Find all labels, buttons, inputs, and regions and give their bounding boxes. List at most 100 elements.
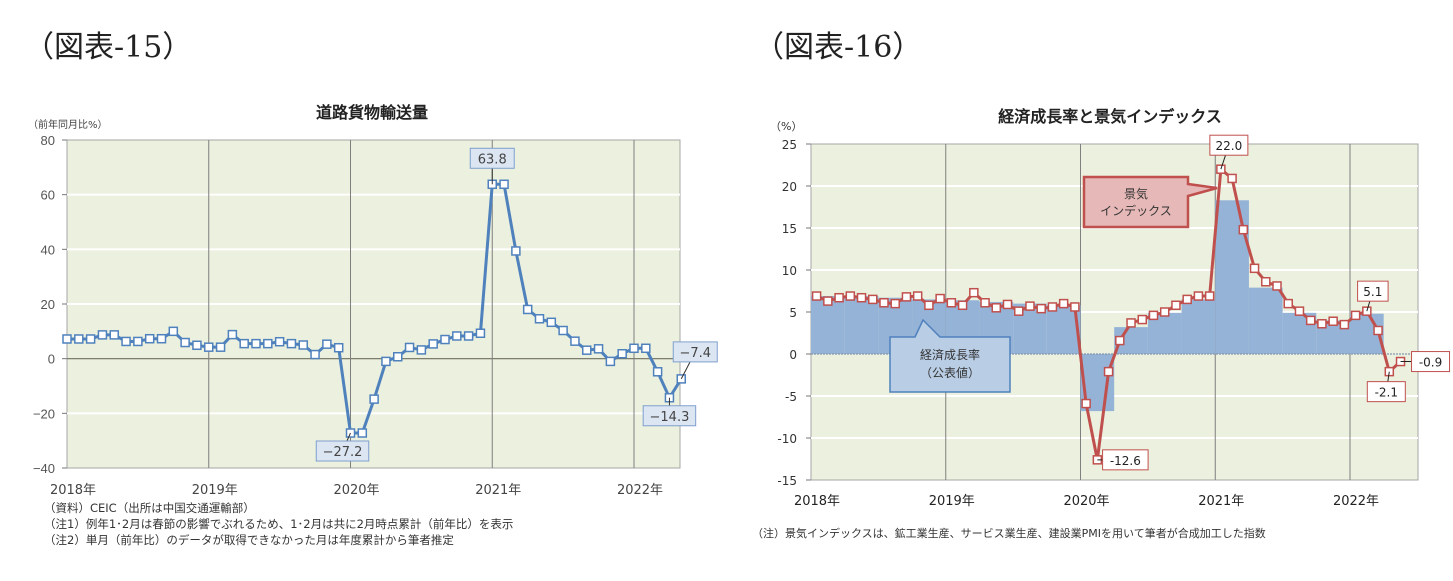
data-marker <box>274 336 285 347</box>
data-marker <box>935 293 945 304</box>
data-marker <box>1227 173 1237 184</box>
y-tick-label: 10 <box>782 264 797 278</box>
data-marker <box>641 343 651 354</box>
data-marker <box>1002 299 1013 310</box>
data-label: 5.1 <box>1363 285 1382 299</box>
y-tick-label: -15 <box>777 474 797 488</box>
data-marker <box>879 298 889 308</box>
data-marker <box>475 328 486 338</box>
road-freight-chart: 80 60 40 20 0 −20 −40 2018年 2019年 2020年 2021年 2022年… <box>28 103 718 498</box>
data-marker <box>168 326 179 337</box>
data-marker <box>1126 318 1136 328</box>
data-marker <box>912 291 923 301</box>
data-marker <box>499 179 509 190</box>
data-marker <box>1305 315 1316 326</box>
data-marker <box>452 331 462 341</box>
data-marker <box>823 296 833 306</box>
svg-text:経済成長率: 経済成長率 <box>920 347 980 362</box>
y-tick-label: 60 <box>41 188 55 203</box>
data-label: −14.3 <box>650 410 690 425</box>
data-marker <box>227 329 238 340</box>
data-marker <box>109 330 119 340</box>
data-marker <box>1081 398 1091 409</box>
y-tick-label: −40 <box>33 461 55 476</box>
data-marker <box>901 292 912 302</box>
data-marker <box>1272 281 1282 291</box>
data-marker <box>239 338 249 349</box>
data-label: -2.1 <box>1375 386 1398 400</box>
data-marker <box>1193 291 1204 301</box>
data-marker <box>144 333 155 344</box>
chart1-note-source: （資料）CEIC（出所は中国交通運輸部） <box>44 501 255 515</box>
x-tick-label: 2018年 <box>794 494 840 509</box>
data-marker <box>1058 298 1069 309</box>
data-label-box <box>1209 134 1249 156</box>
data-marker <box>946 298 957 308</box>
data-marker <box>369 394 379 404</box>
data-marker <box>263 338 273 349</box>
data-marker <box>74 334 84 344</box>
data-marker <box>593 344 604 354</box>
y-tick-label: -5 <box>785 390 797 404</box>
data-marker <box>1159 307 1170 317</box>
gdp-bar <box>1248 287 1283 354</box>
y-tick-label: 0 <box>789 348 797 362</box>
data-marker <box>811 291 822 301</box>
data-marker <box>85 334 96 344</box>
y-tick-label: 0 <box>48 352 55 367</box>
chart-title: 道路貨物輸送量 <box>316 103 428 122</box>
data-marker <box>1036 303 1046 314</box>
data-marker <box>357 428 368 438</box>
y-tick-label: -10 <box>777 432 797 446</box>
data-label-box <box>1366 381 1406 403</box>
figure-label-15: （図表-15） <box>24 30 193 65</box>
data-marker <box>1047 302 1058 312</box>
data-marker <box>251 338 261 349</box>
data-marker <box>652 367 663 377</box>
x-tick-label: 2019年 <box>929 494 975 509</box>
data-label-box <box>469 147 515 169</box>
data-marker <box>534 314 545 324</box>
data-marker <box>416 345 427 355</box>
data-marker <box>1182 294 1192 305</box>
y-tick-label: 5 <box>789 306 797 320</box>
data-marker <box>1373 325 1383 336</box>
data-marker <box>1070 302 1080 312</box>
y-tick-label: 15 <box>782 222 797 236</box>
data-marker <box>582 345 592 355</box>
data-marker <box>868 294 878 305</box>
data-marker <box>834 292 844 303</box>
x-tick-label: 2020年 <box>1063 494 1109 509</box>
chart2-note: （注）景気インデックスは、鉱工業生産、サービス業生産、建設業PMIを用いて筆者が… <box>752 527 1266 540</box>
data-label: 22.0 <box>1216 139 1243 153</box>
x-tick-label: 2022年 <box>1333 494 1379 509</box>
data-marker <box>546 317 557 328</box>
data-marker <box>991 303 1002 313</box>
data-marker <box>1025 301 1035 311</box>
data-marker <box>204 342 214 352</box>
data-marker <box>1103 366 1114 377</box>
data-marker <box>393 352 403 362</box>
data-marker <box>969 287 979 298</box>
data-marker <box>1317 319 1327 329</box>
chart-title: 経済成長率と景気インデックス <box>998 107 1222 126</box>
x-tick-label: 2021年 <box>475 483 521 498</box>
y-axis-label: （%） <box>770 120 802 133</box>
chart1-notes: （資料）CEIC（出所は中国交通運輸部） （注1）例年1･2月は春節の影響でぶれ… <box>44 500 513 548</box>
data-label: −7.4 <box>679 346 711 361</box>
data-marker <box>1339 319 1350 330</box>
data-marker <box>463 331 474 341</box>
data-marker <box>1137 314 1148 325</box>
data-marker <box>215 342 226 352</box>
y-tick-label: 20 <box>782 180 797 194</box>
data-marker <box>1238 224 1249 235</box>
data-marker <box>121 336 131 347</box>
data-marker <box>156 333 167 344</box>
data-marker <box>1328 316 1338 326</box>
chart1-note-1: （注1）例年1･2月は春節の影響でぶれるため、1･2月は共に2月時点累計（前年比… <box>44 517 514 531</box>
data-label-box <box>642 405 697 427</box>
data-marker <box>629 343 639 354</box>
data-label: −27.2 <box>323 445 363 460</box>
data-marker <box>322 339 332 349</box>
